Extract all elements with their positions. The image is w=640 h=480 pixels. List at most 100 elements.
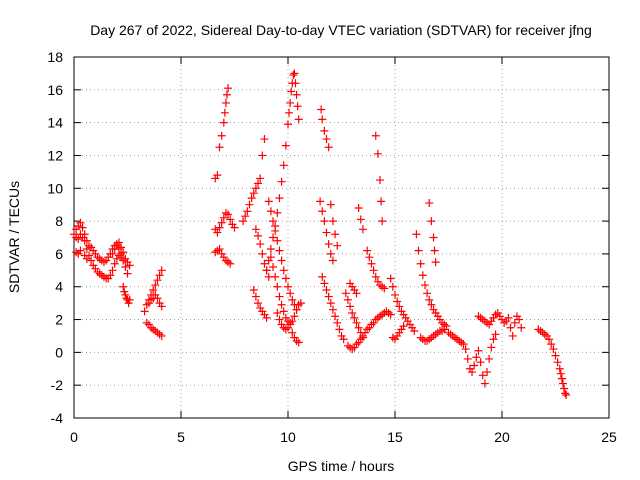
data-point [288,328,297,337]
data-point [153,276,162,285]
data-point [226,215,235,224]
y-tick-label: -4 [51,410,64,426]
y-tick-label: 6 [55,246,63,262]
data-point [328,256,337,265]
data-point [266,244,275,253]
data-point [260,135,269,144]
data-point [121,290,130,299]
data-point [427,217,436,226]
data-point [153,294,162,303]
data-point [279,307,288,316]
data-point [254,231,263,240]
data-point [350,313,359,322]
data-point [491,330,500,339]
data-point [293,102,302,111]
data-point [258,249,267,258]
data-point [425,199,434,208]
data-point [262,266,271,275]
data-point [504,313,513,322]
data-point [224,84,233,93]
data-point [461,345,470,354]
data-point [269,217,278,226]
data-series [140,266,166,340]
data-point [117,243,126,252]
data-point [251,292,260,301]
data-point [384,308,393,317]
x-tick-label: 15 [387,429,403,445]
data-point [515,315,524,324]
data-point [333,241,342,250]
data-point [290,300,299,309]
data-point [376,176,385,185]
data-point [354,203,363,212]
data-point [262,313,271,322]
y-tick-label: 4 [55,279,63,295]
data-point [275,246,284,255]
data-point [326,299,335,308]
data-point [224,258,233,267]
data-point [328,217,337,226]
data-point [121,263,130,272]
data-series [444,328,500,388]
data-point [151,281,160,290]
data-point [431,258,440,267]
data-point [339,335,348,344]
data-point [249,286,258,295]
y-tick-label: 2 [55,312,63,328]
data-point [273,282,282,291]
data-points [70,69,571,400]
x-tick-label: 20 [494,429,510,445]
data-point [346,302,355,311]
data-point [269,263,278,272]
data-point [226,259,235,268]
data-point [215,244,224,253]
data-point [123,269,132,278]
data-point [277,300,286,309]
data-point [215,223,224,232]
data-point [87,256,96,265]
data-point [217,218,226,227]
data-point [472,353,481,362]
data-series [412,199,451,345]
data-point [320,217,329,226]
data-series [341,203,367,354]
data-point [284,323,292,332]
data-point [296,299,305,308]
data-point [219,213,228,222]
data-point [468,368,477,377]
data-point [289,71,298,80]
data-point [322,286,331,295]
data-point [440,325,449,334]
data-point [285,108,294,117]
data-point [284,120,292,129]
data-point [335,325,344,334]
data-point [399,322,408,331]
data-point [476,358,485,367]
data-point [74,235,83,244]
data-point [249,189,258,198]
data-point [427,300,436,309]
data-point [373,149,382,158]
data-point [326,249,335,258]
data-series [534,325,571,400]
data-point [72,248,81,257]
data-point [558,379,567,388]
data-point [224,210,233,219]
data-point [324,292,333,301]
data-point [291,79,300,88]
data-point [348,308,357,317]
data-point [343,295,352,304]
data-point [124,299,133,308]
data-point [356,215,365,224]
data-point [213,171,222,180]
data-point [478,371,487,380]
data-point [140,307,149,316]
data-point [378,217,387,226]
data-point [393,297,402,306]
data-point [474,346,483,355]
data-point [82,244,91,253]
data-point [290,69,299,78]
y-tick-label: 0 [55,344,63,360]
data-point [410,327,419,336]
